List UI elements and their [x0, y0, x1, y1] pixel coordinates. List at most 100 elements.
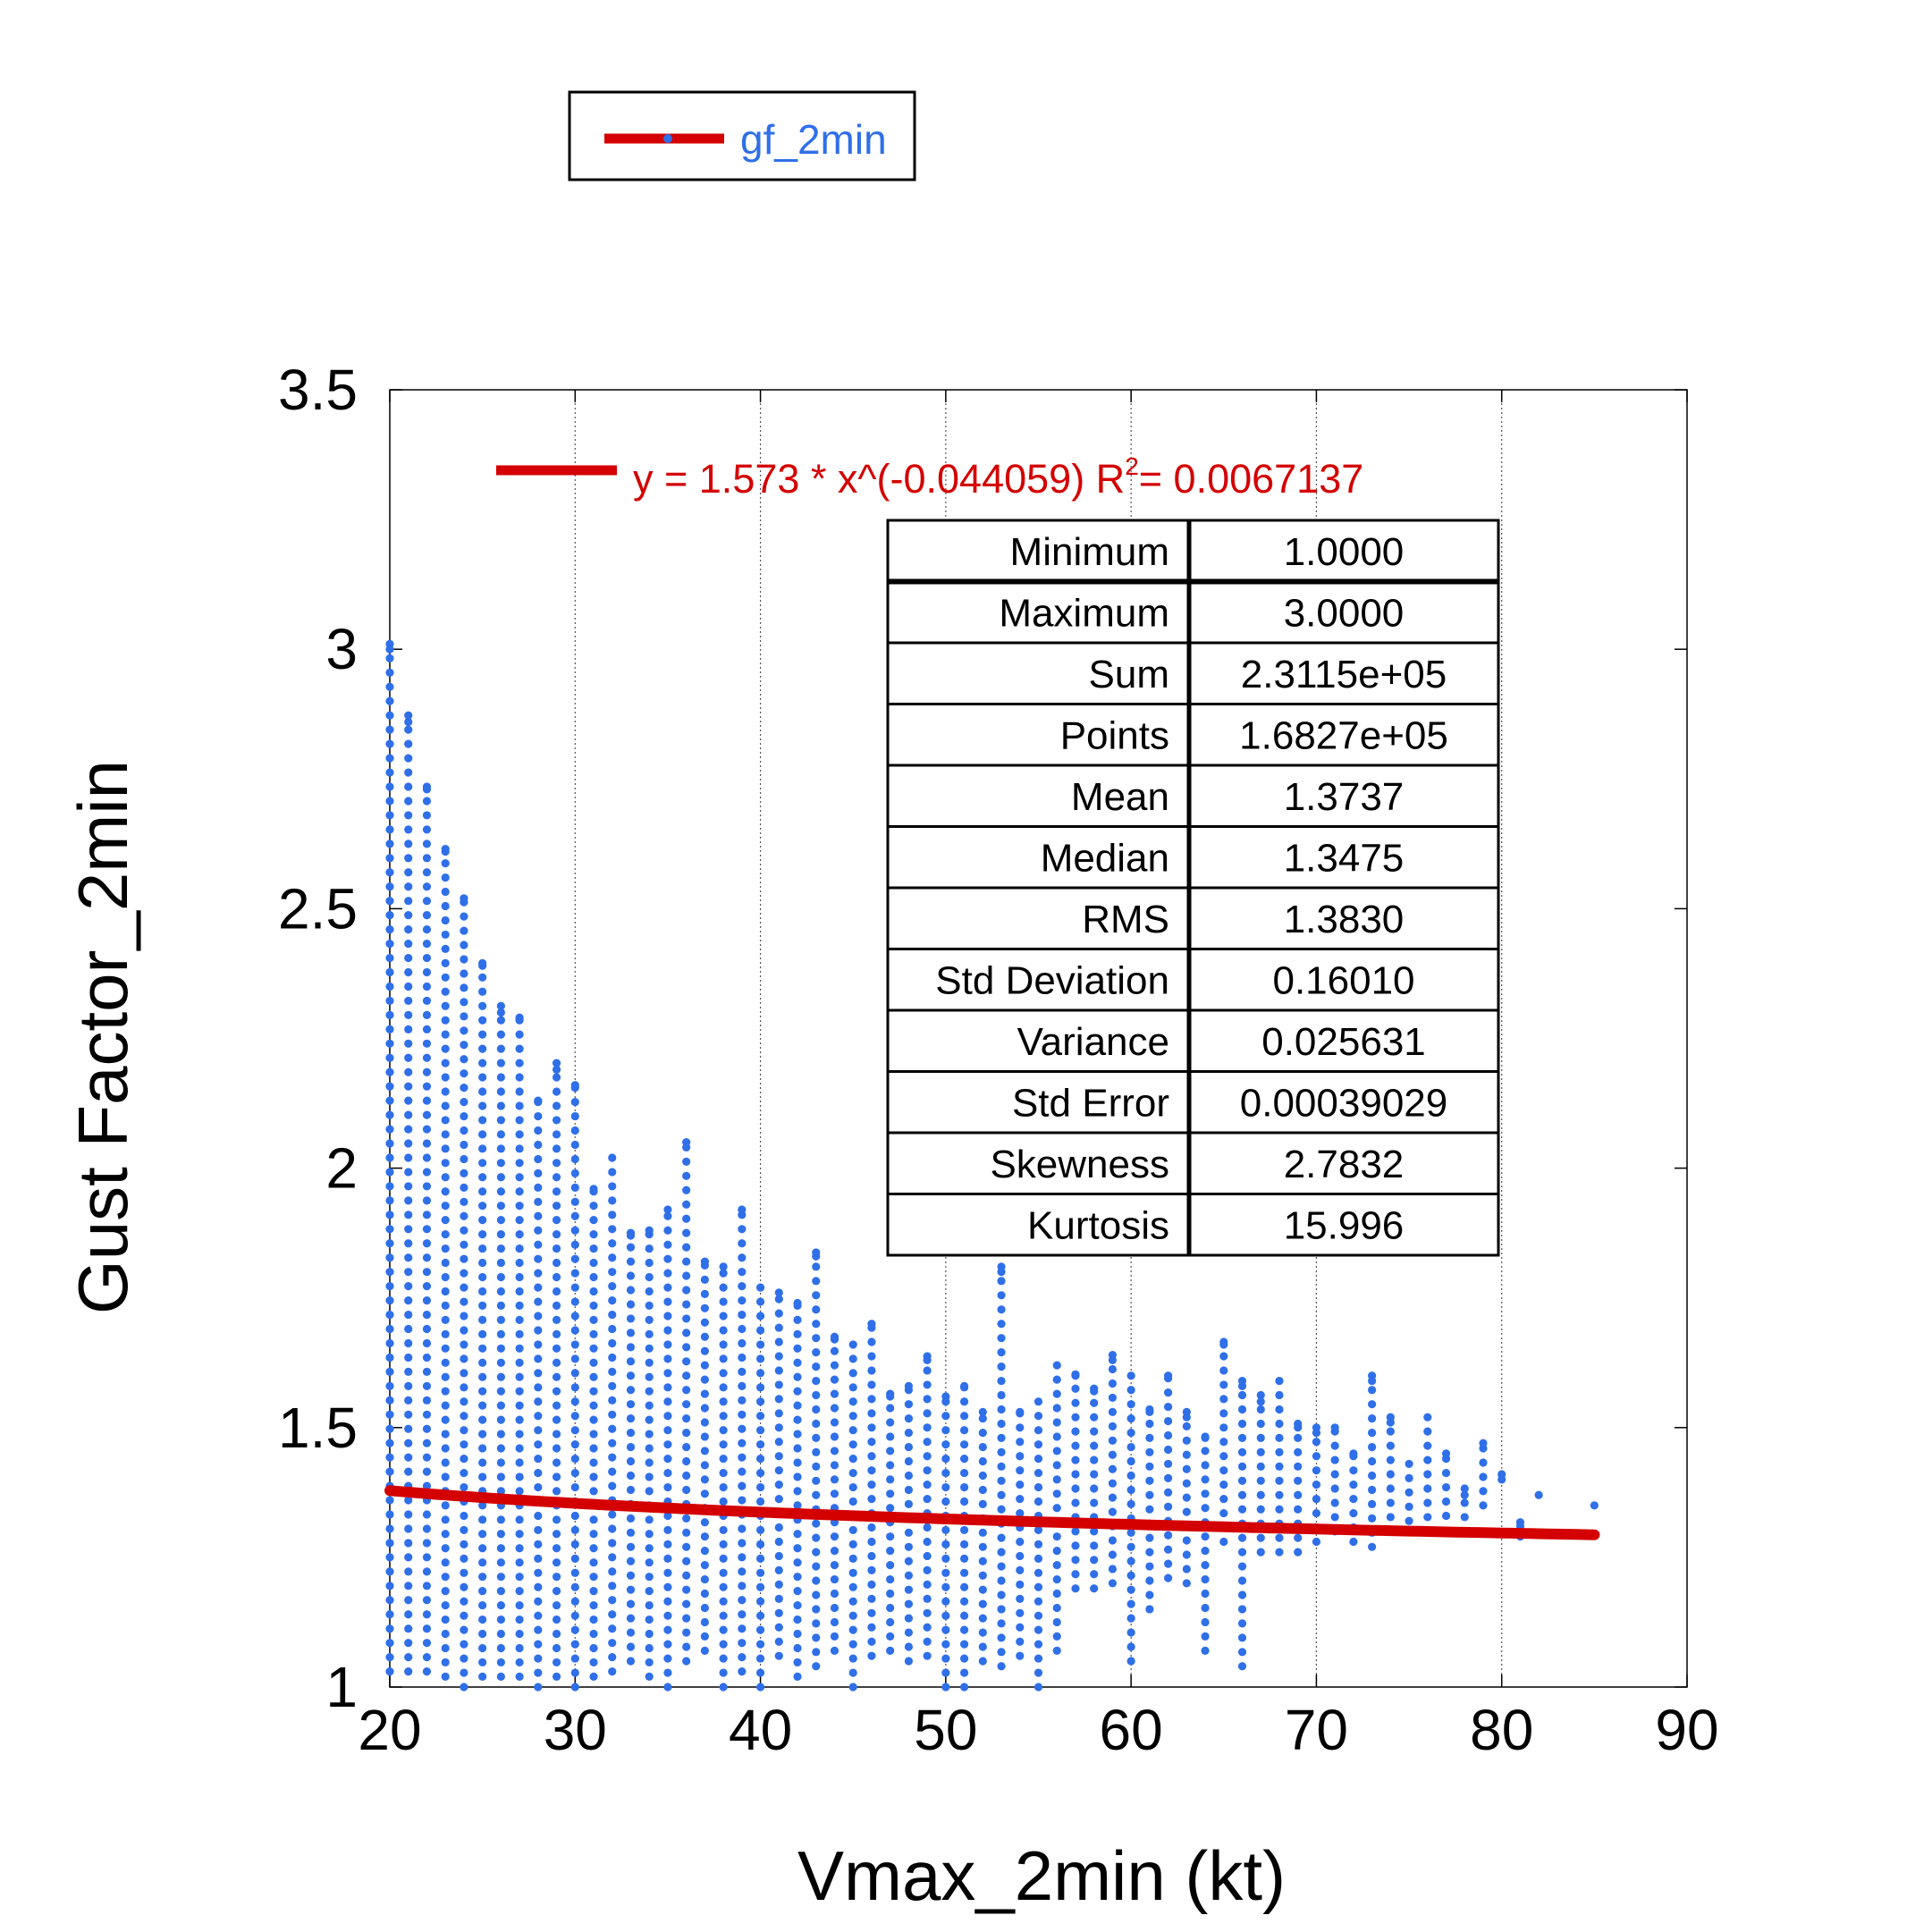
scatter-point: [1237, 1633, 1247, 1642]
scatter-point: [774, 1395, 783, 1404]
scatter-point: [404, 882, 413, 891]
scatter-point: [719, 1597, 728, 1606]
scatter-point: [460, 1012, 468, 1021]
scatter-point: [552, 1301, 561, 1311]
scatter-point: [663, 1554, 672, 1563]
scatter-point: [774, 1409, 783, 1418]
scatter-point: [978, 1414, 987, 1423]
scatter-point: [478, 1515, 487, 1524]
scatter-point: [460, 998, 468, 1007]
scatter-point: [441, 1216, 450, 1225]
scatter-point: [645, 1558, 654, 1567]
scatter-point: [608, 1582, 617, 1590]
scatter-point: [626, 1599, 636, 1608]
scatter-point: [1479, 1472, 1488, 1481]
scatter-point: [552, 1272, 561, 1282]
scatter-point: [460, 1440, 468, 1449]
scatter-point: [978, 1528, 987, 1537]
scatter-point: [923, 1623, 932, 1632]
scatter-point: [460, 1312, 468, 1320]
scatter-point: [626, 1657, 636, 1666]
scatter-point: [385, 1239, 394, 1248]
scatter-point: [515, 1116, 524, 1125]
scatter-point: [755, 1326, 765, 1335]
scatter-point: [589, 1301, 598, 1311]
scatter-point: [719, 1283, 728, 1292]
scatter-point: [478, 1230, 487, 1239]
scatter-point: [422, 1324, 432, 1334]
scatter-point: [460, 1554, 468, 1563]
stat-name: Mean: [1071, 775, 1169, 819]
scatter-point: [515, 1573, 524, 1582]
scatter-point: [830, 1432, 839, 1441]
scatter-point: [589, 1573, 598, 1582]
scatter-point: [1182, 1464, 1191, 1473]
scatter-point: [1052, 1361, 1061, 1370]
scatter-point: [460, 1340, 468, 1349]
scatter-point: [404, 1624, 413, 1633]
scatter-point: [460, 1126, 468, 1135]
scatter-point: [941, 1468, 950, 1478]
scatter-point: [385, 696, 394, 705]
scatter-point: [460, 1455, 468, 1464]
scatter-point: [608, 1182, 617, 1191]
scatter-point: [385, 1353, 394, 1363]
scatter-point: [1164, 1430, 1173, 1440]
scatter-point: [478, 1643, 487, 1653]
scatter-point: [460, 1640, 468, 1649]
scatter-point: [552, 1073, 561, 1082]
scatter-point: [608, 1424, 617, 1433]
scatter-point: [608, 1666, 617, 1676]
scatter-point: [441, 1472, 450, 1481]
scatter-point: [626, 1456, 636, 1466]
scatter-point: [830, 1532, 839, 1541]
scatter-point: [793, 1573, 802, 1582]
scatter-point: [682, 1571, 691, 1580]
scatter-point: [404, 1467, 413, 1476]
scatter-point: [904, 1542, 914, 1551]
scatter-point: [1330, 1484, 1339, 1493]
scatter-point: [1033, 1540, 1043, 1548]
scatter-point: [404, 1639, 413, 1648]
scatter-point: [552, 1187, 561, 1196]
scatter-point: [719, 1482, 728, 1492]
scatter-point: [422, 982, 432, 991]
scatter-point: [496, 1073, 505, 1082]
scatter-point: [719, 1668, 728, 1677]
scatter-point: [441, 1001, 450, 1010]
scatter-point: [1312, 1438, 1321, 1447]
scatter-point: [738, 1396, 747, 1405]
scatter-point: [589, 1558, 598, 1567]
scatter-point: [496, 1629, 505, 1639]
scatter-point: [385, 725, 394, 734]
scatter-point: [755, 1312, 765, 1320]
scatter-point: [441, 958, 450, 967]
scatter-point: [552, 1258, 561, 1268]
scatter-point: [700, 1389, 709, 1398]
stat-name: Variance: [1017, 1020, 1169, 1064]
scatter-point: [738, 1467, 747, 1476]
scatter-point: [959, 1397, 969, 1406]
scatter-point: [997, 1533, 1006, 1542]
scatter-point: [496, 1116, 505, 1125]
scatter-point: [1033, 1683, 1043, 1692]
scatter-point: [830, 1603, 839, 1613]
scatter-point: [793, 1544, 802, 1553]
scatter-point: [404, 1567, 413, 1576]
scatter-point: [534, 1126, 543, 1135]
scatter-point: [867, 1380, 876, 1389]
scatter-point: [1016, 1452, 1025, 1461]
scatter-point: [552, 1415, 561, 1424]
scatter-point: [441, 1030, 450, 1039]
stat-name: Points: [1060, 714, 1169, 758]
scatter-point: [1145, 1562, 1154, 1571]
scatter-point: [1275, 1476, 1284, 1485]
scatter-point: [886, 1461, 895, 1470]
scatter-point: [404, 1424, 413, 1433]
scatter-point: [534, 1668, 543, 1677]
x-tick-label: 20: [358, 1698, 421, 1762]
scatter-point: [460, 1568, 468, 1577]
scatter-point: [1219, 1438, 1228, 1447]
scatter-point: [1090, 1427, 1099, 1436]
scatter-point: [422, 1524, 432, 1533]
